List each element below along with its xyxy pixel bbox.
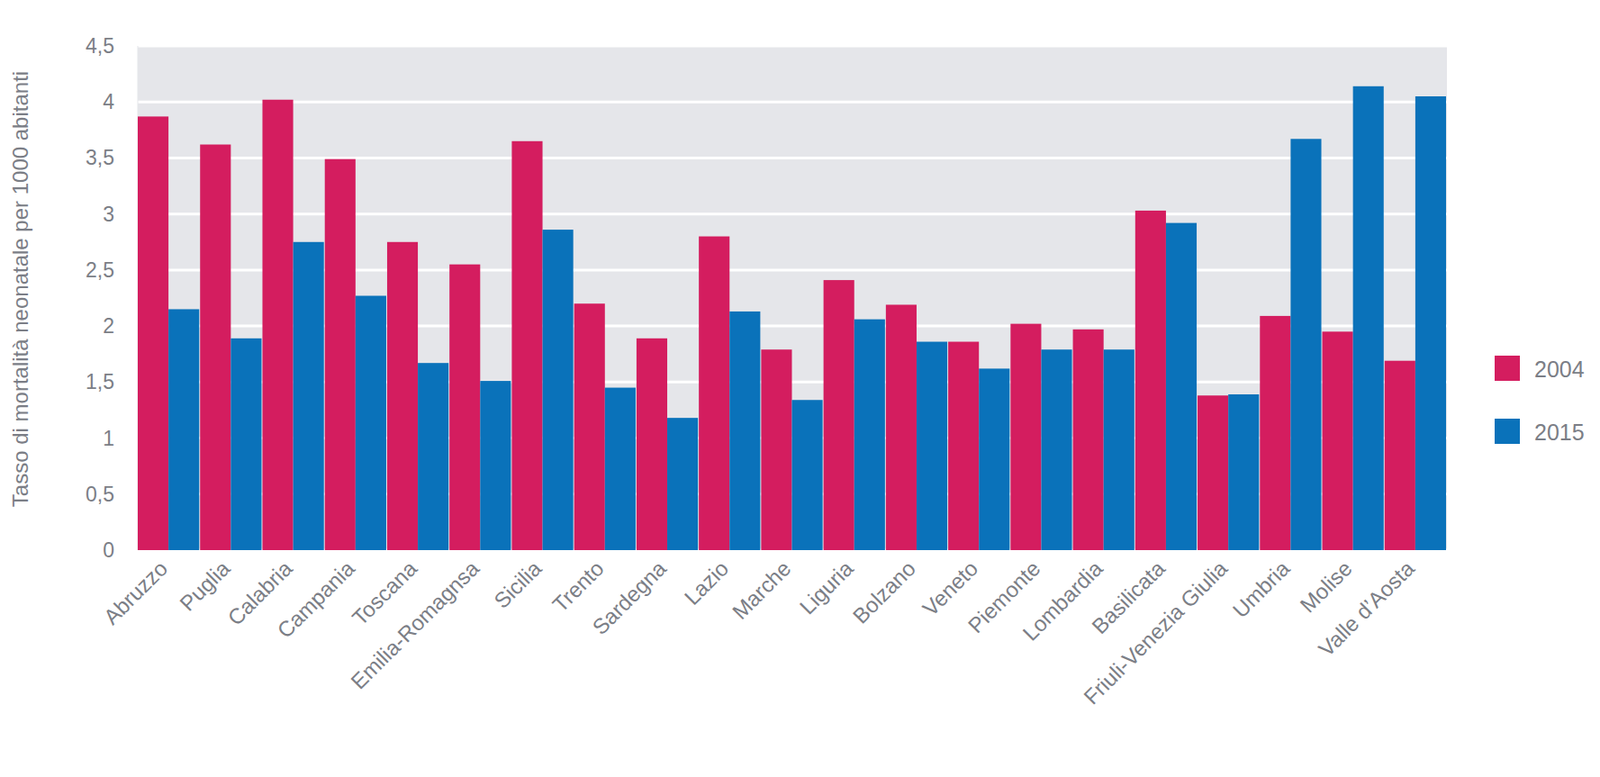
y-tick-label: 2,5 <box>85 258 115 282</box>
y-tick-label: 2 <box>102 314 115 338</box>
bar <box>667 417 698 551</box>
bars <box>137 86 1447 551</box>
bar <box>885 304 917 551</box>
y-tick-label: 4 <box>102 90 115 114</box>
chart: 00,511,522,533,544,5AbruzzoPugliaCalabri… <box>0 0 1600 777</box>
y-tick-label: 3 <box>102 202 115 226</box>
bar <box>792 399 823 551</box>
y-tick-label: 3,5 <box>85 145 115 170</box>
bar <box>1228 394 1259 551</box>
x-tick-label: Umbria <box>1228 555 1295 623</box>
bar <box>262 99 293 551</box>
bar <box>293 242 325 551</box>
y-axis-title: Tasso di mortalità neonatale per 1000 ab… <box>8 71 33 507</box>
bar <box>1135 210 1167 551</box>
bar <box>1197 395 1229 551</box>
bar <box>1322 331 1354 551</box>
bar <box>760 349 792 551</box>
x-tick-label: Emilia-Romagnsa <box>345 555 484 694</box>
x-tick-label: Molise <box>1295 555 1357 617</box>
x-tick-label: Marche <box>727 555 796 624</box>
x-tick-label: Lombardia <box>1017 555 1108 646</box>
bar <box>479 380 511 551</box>
y-tick-label: 0 <box>102 538 115 562</box>
bar <box>698 236 730 551</box>
bar <box>137 116 169 551</box>
bar <box>574 303 606 551</box>
bar <box>1384 361 1416 551</box>
x-tick-label: Sardegna <box>587 555 671 640</box>
legend-label: 2015 <box>1534 419 1585 445</box>
bar <box>168 308 199 551</box>
y-tick-label: 1 <box>102 426 115 451</box>
bar <box>1103 349 1135 551</box>
bar <box>417 362 449 551</box>
legend-swatch <box>1494 355 1520 381</box>
bar <box>636 338 668 551</box>
bar <box>1040 349 1072 551</box>
bar <box>449 264 480 551</box>
x-tick-label: Trento <box>547 555 609 617</box>
bar <box>325 159 356 551</box>
bar <box>729 311 760 551</box>
grid-line <box>137 156 1447 160</box>
bar <box>511 141 543 551</box>
bar <box>978 368 1010 551</box>
x-tick-label: Abruzzo <box>99 555 172 629</box>
plot-background <box>137 45 1447 551</box>
bar <box>916 342 948 551</box>
bar <box>1010 324 1041 551</box>
bar <box>1259 316 1291 551</box>
x-tick-label: Friuli-Venezia Giulia <box>1078 555 1232 709</box>
bar <box>854 319 886 551</box>
x-tick-label: Sicilia <box>488 555 547 614</box>
legend-swatch <box>1494 418 1520 444</box>
bar <box>948 342 979 551</box>
x-tick-label: Bolzano <box>848 555 921 628</box>
bar <box>823 280 855 551</box>
bar <box>1353 86 1384 551</box>
bar <box>1290 138 1321 551</box>
bar <box>1166 223 1197 551</box>
bar <box>605 388 636 551</box>
bar <box>1415 96 1447 551</box>
grid-line <box>137 45 1447 48</box>
x-tick-label: Puglia <box>174 555 236 616</box>
x-tick-label: Campania <box>271 555 360 643</box>
bar <box>387 242 418 551</box>
bar <box>230 338 262 551</box>
x-tick-label: Valle d’Aosta <box>1313 555 1420 661</box>
x-tick-label: Lazio <box>679 555 734 610</box>
bar <box>542 229 574 551</box>
bar <box>1073 329 1104 551</box>
y-tick-label: 4,5 <box>85 34 115 58</box>
bar <box>355 296 387 551</box>
y-tick-label: 1,5 <box>85 370 115 394</box>
y-tick-label: 0,5 <box>85 482 115 507</box>
bar <box>199 144 231 551</box>
grid-line <box>137 100 1447 104</box>
legend-label: 2004 <box>1534 356 1585 382</box>
